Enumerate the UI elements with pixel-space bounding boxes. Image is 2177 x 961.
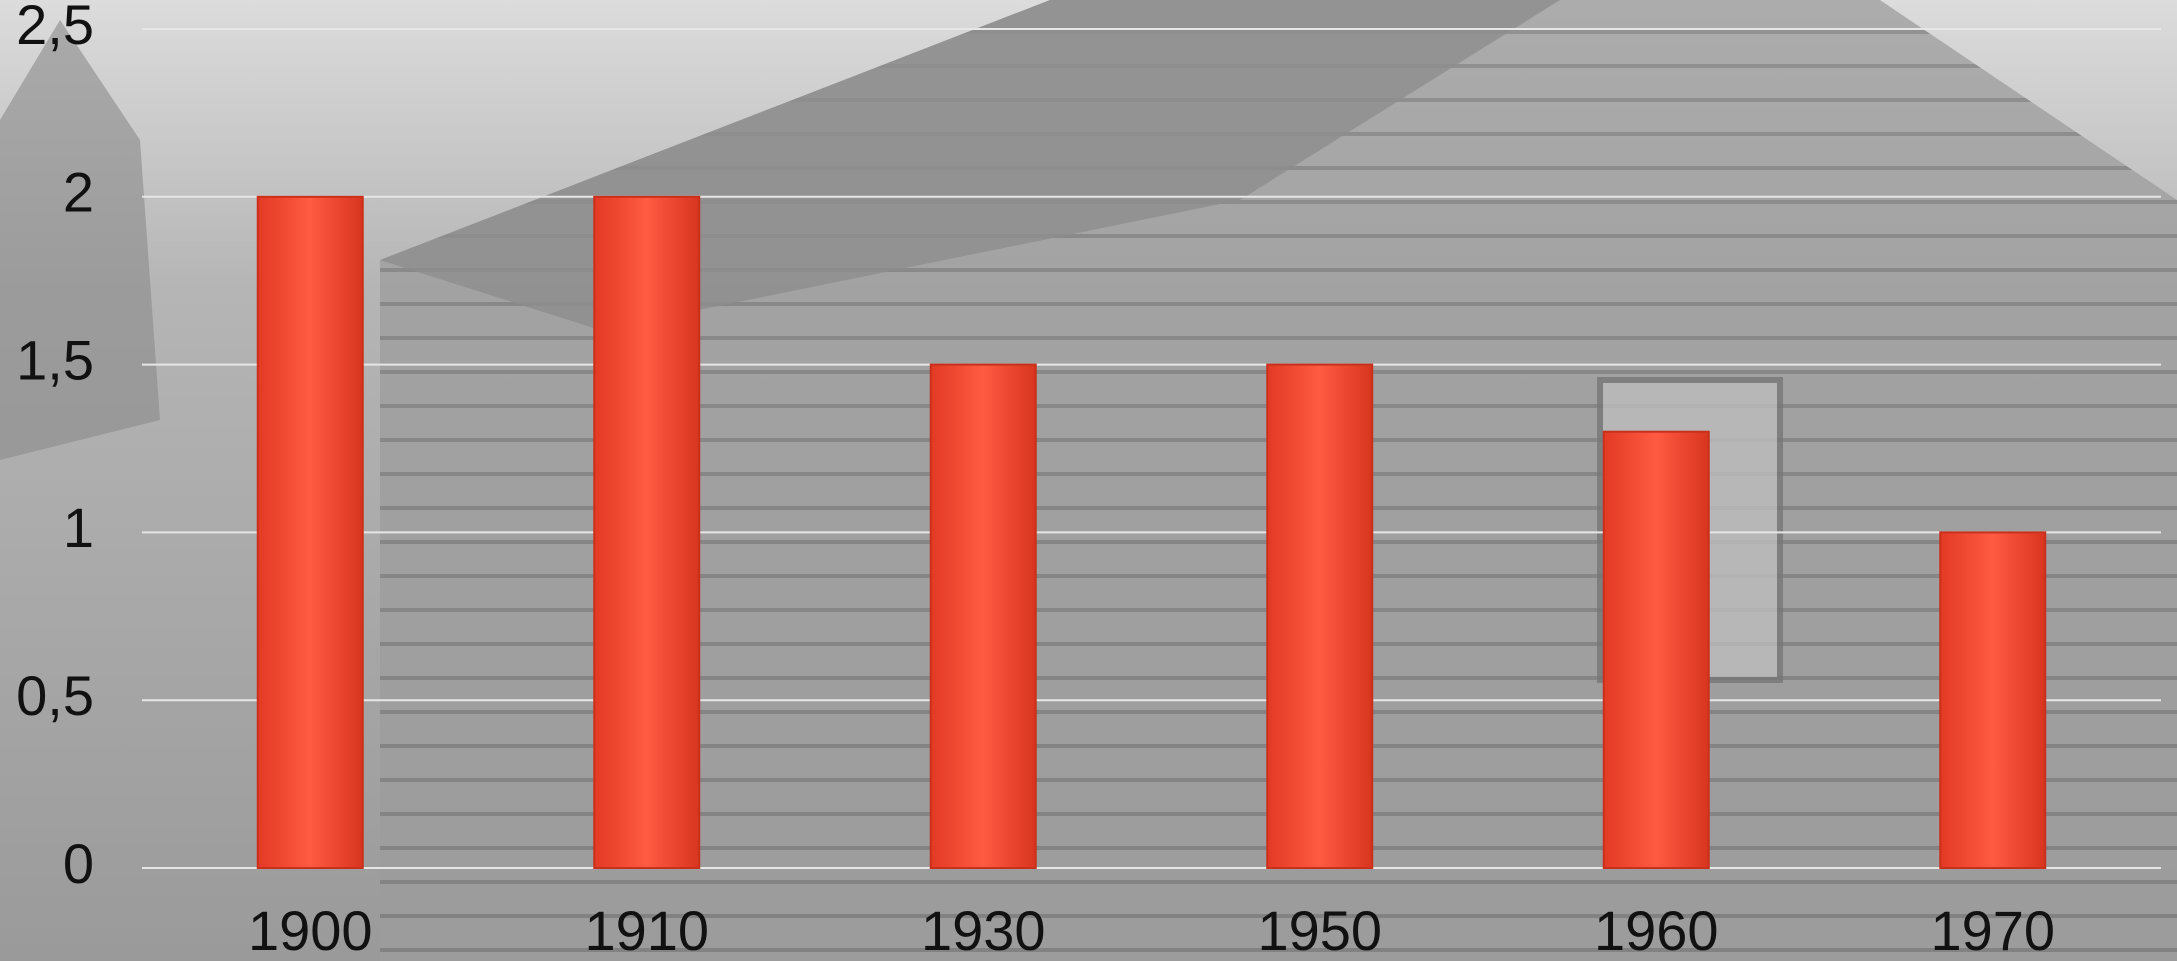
x-tick-label: 1960 (1594, 899, 1719, 961)
x-tick-label: 1930 (921, 899, 1046, 961)
x-tick-label: 1910 (584, 899, 709, 961)
y-tick-label: 0 (63, 832, 94, 895)
bar (1602, 430, 1710, 869)
bar (1266, 363, 1374, 869)
x-tick-label: 1950 (1257, 899, 1382, 961)
bar (929, 363, 1037, 869)
y-tick-label: 0,5 (16, 664, 94, 727)
y-tick-label: 2,5 (16, 0, 94, 56)
y-tick-label: 1 (63, 496, 94, 559)
y-tick-label: 1,5 (16, 328, 94, 391)
y-tick-label: 2 (63, 161, 94, 224)
x-tick-label: 1900 (248, 899, 373, 961)
bar (256, 195, 364, 870)
background-tree (0, 20, 160, 460)
x-tick-label: 1970 (1930, 899, 2055, 961)
bar (1939, 531, 2047, 870)
bar (593, 195, 701, 870)
